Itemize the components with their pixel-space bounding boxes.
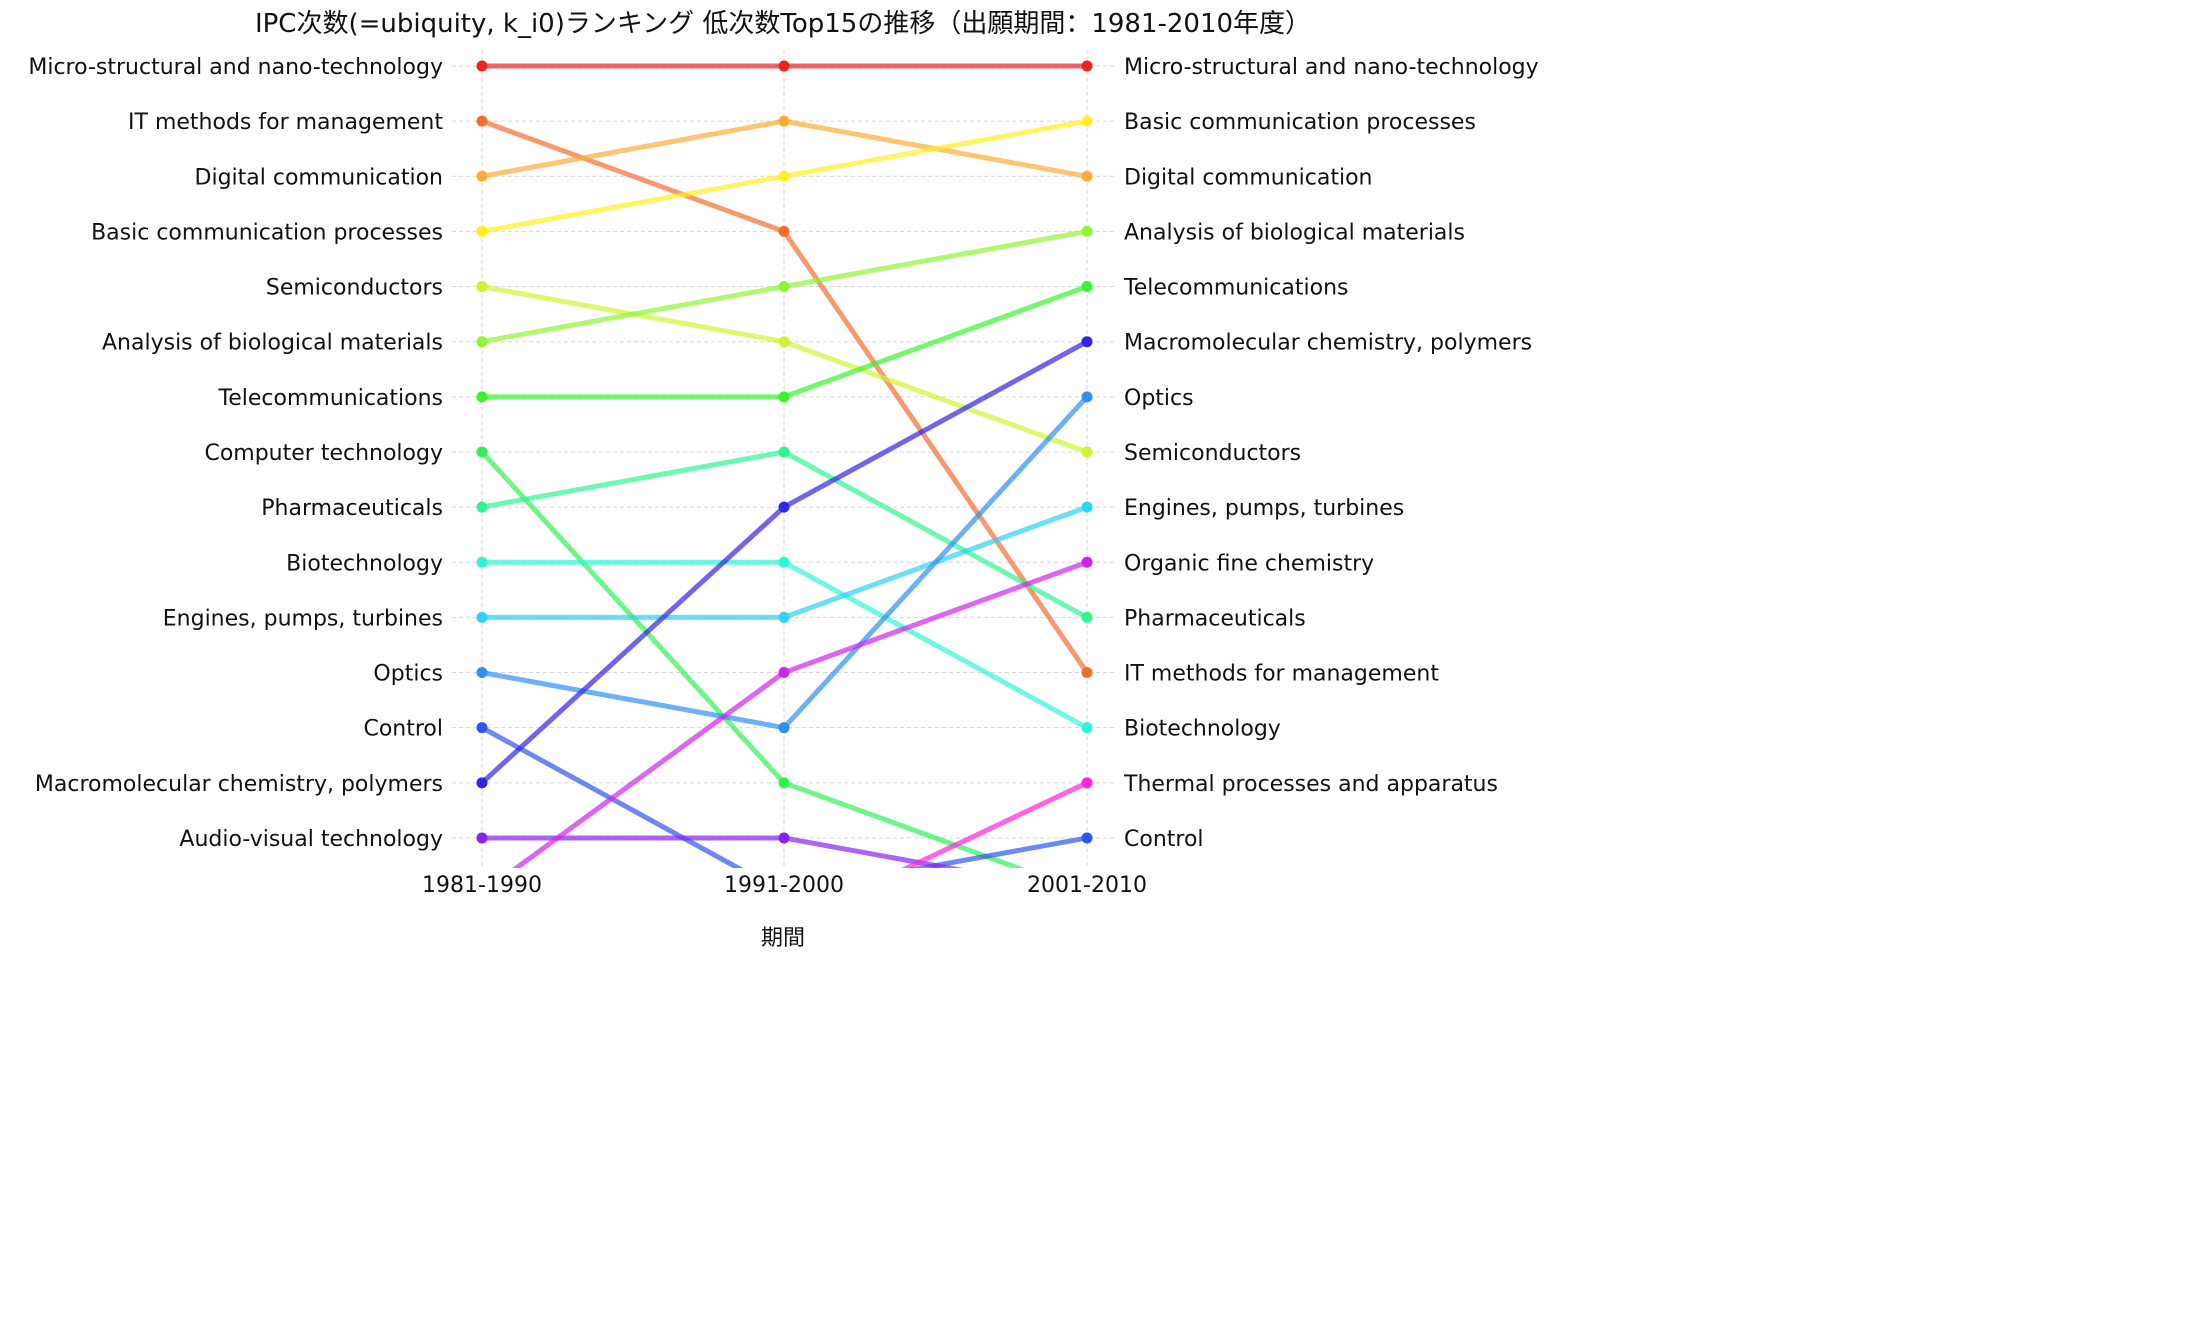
left-rank-label: Digital communication xyxy=(195,165,443,190)
series-point-micro-structural-and-nano-technology xyxy=(476,60,488,72)
series-point-engines-pumps-turbines xyxy=(476,611,488,623)
series-point-biotechnology xyxy=(1081,722,1093,734)
series-point-it-methods-for-management xyxy=(1081,667,1093,679)
right-rank-label: Optics xyxy=(1124,386,1194,411)
x-tick-labels: 1981-1990 1991-2000 2001-2010 xyxy=(422,873,1147,898)
right-rank-labels: Micro-structural and nano-technology Basi… xyxy=(1123,55,1539,852)
series-point-telecommunications xyxy=(778,391,790,403)
left-rank-label: IT methods for management xyxy=(128,110,443,135)
series-lines xyxy=(480,63,1090,868)
series-point-digital-communication xyxy=(476,170,488,182)
series-point-optics xyxy=(476,667,488,679)
series-point-pharmaceuticals xyxy=(778,446,790,458)
left-rank-label: Control xyxy=(363,717,443,742)
right-rank-label: Thermal processes and apparatus xyxy=(1123,772,1498,797)
x-tick-label: 1981-1990 xyxy=(422,873,542,898)
left-rank-label: Biotechnology xyxy=(286,551,443,576)
left-rank-label: Computer technology xyxy=(204,441,443,466)
series-point-audio-visual-technology xyxy=(476,832,488,844)
series-point-optics xyxy=(1081,391,1093,403)
series-line-control xyxy=(480,725,1088,868)
rank-chart: IPC次数(=ubiquity, k_i0)ランキング 低次数Top15の推移（… xyxy=(28,9,1539,951)
series-point-thermal-processes-and-apparatus xyxy=(1081,777,1093,789)
left-rank-label: Optics xyxy=(373,662,443,687)
series-point-computer-technology xyxy=(476,446,488,458)
series-point-semiconductors xyxy=(778,336,790,348)
right-rank-label: IT methods for management xyxy=(1124,662,1439,687)
left-rank-labels: Micro-structural and nano-technology IT m… xyxy=(28,55,443,852)
series-point-analysis-of-biological-materials xyxy=(476,336,488,348)
right-rank-label: Control xyxy=(1124,827,1204,852)
right-rank-label: Macromolecular chemistry, polymers xyxy=(1124,331,1532,356)
series-point-macromolecular-chemistry-polymers xyxy=(778,501,790,513)
series-point-engines-pumps-turbines xyxy=(1081,501,1093,513)
series-point-macromolecular-chemistry-polymers xyxy=(1081,336,1093,348)
left-rank-label: Engines, pumps, turbines xyxy=(163,606,443,631)
series-point-it-methods-for-management xyxy=(778,225,790,237)
right-rank-label: Digital communication xyxy=(1124,165,1372,190)
series-point-digital-communication xyxy=(1081,170,1093,182)
right-rank-label: Semiconductors xyxy=(1124,441,1301,466)
series-point-biotechnology xyxy=(476,556,488,568)
right-rank-label: Pharmaceuticals xyxy=(1124,606,1306,631)
left-rank-label: Audio-visual technology xyxy=(179,827,443,852)
series-point-semiconductors xyxy=(1081,446,1093,458)
series-point-audio-visual-technology xyxy=(778,832,790,844)
x-tick-label: 2001-2010 xyxy=(1027,873,1147,898)
series-point-organic-fine-chemistry xyxy=(1081,556,1093,568)
right-rank-label: Biotechnology xyxy=(1124,717,1281,742)
right-rank-label: Basic communication processes xyxy=(1124,110,1476,135)
series-point-micro-structural-and-nano-technology xyxy=(778,60,790,72)
chart-title: IPC次数(=ubiquity, k_i0)ランキング 低次数Top15の推移（… xyxy=(255,9,1311,39)
series-point-semiconductors xyxy=(476,281,488,293)
series-point-biotechnology xyxy=(778,556,790,568)
series-point-analysis-of-biological-materials xyxy=(1081,225,1093,237)
series-point-it-methods-for-management xyxy=(476,115,488,127)
series-point-telecommunications xyxy=(1081,281,1093,293)
series-point-pharmaceuticals xyxy=(476,501,488,513)
series-point-micro-structural-and-nano-technology xyxy=(1081,60,1093,72)
right-rank-label: Analysis of biological materials xyxy=(1124,220,1465,245)
series-point-macromolecular-chemistry-polymers xyxy=(476,777,488,789)
series-point-control xyxy=(476,722,488,734)
series-point-organic-fine-chemistry xyxy=(778,667,790,679)
series-point-optics xyxy=(778,722,790,734)
series-point-analysis-of-biological-materials xyxy=(778,281,790,293)
left-rank-label: Macromolecular chemistry, polymers xyxy=(35,772,443,797)
right-rank-label: Organic fine chemistry xyxy=(1124,551,1374,576)
x-axis-label: 期間 xyxy=(761,926,805,951)
left-rank-label: Pharmaceuticals xyxy=(261,496,443,521)
right-rank-label: Micro-structural and nano-technology xyxy=(1124,55,1539,80)
series-markers xyxy=(476,60,1093,844)
left-rank-label: Telecommunications xyxy=(218,386,443,411)
series-point-computer-technology xyxy=(778,777,790,789)
x-tick-label: 1991-2000 xyxy=(724,873,844,898)
series-point-engines-pumps-turbines xyxy=(778,611,790,623)
right-rank-label: Telecommunications xyxy=(1123,276,1348,301)
right-rank-label: Engines, pumps, turbines xyxy=(1124,496,1404,521)
series-point-basic-communication-processes xyxy=(778,170,790,182)
series-point-pharmaceuticals xyxy=(1081,611,1093,623)
series-point-digital-communication xyxy=(778,115,790,127)
left-rank-label: Semiconductors xyxy=(266,276,443,301)
series-point-basic-communication-processes xyxy=(476,225,488,237)
left-rank-label: Basic communication processes xyxy=(91,220,443,245)
left-rank-label: Analysis of biological materials xyxy=(102,331,443,356)
left-rank-label: Micro-structural and nano-technology xyxy=(28,55,443,80)
series-point-telecommunications xyxy=(476,391,488,403)
series-point-basic-communication-processes xyxy=(1081,115,1093,127)
series-point-control xyxy=(1081,832,1093,844)
series-line-thermal-processes-and-apparatus xyxy=(901,780,1089,868)
